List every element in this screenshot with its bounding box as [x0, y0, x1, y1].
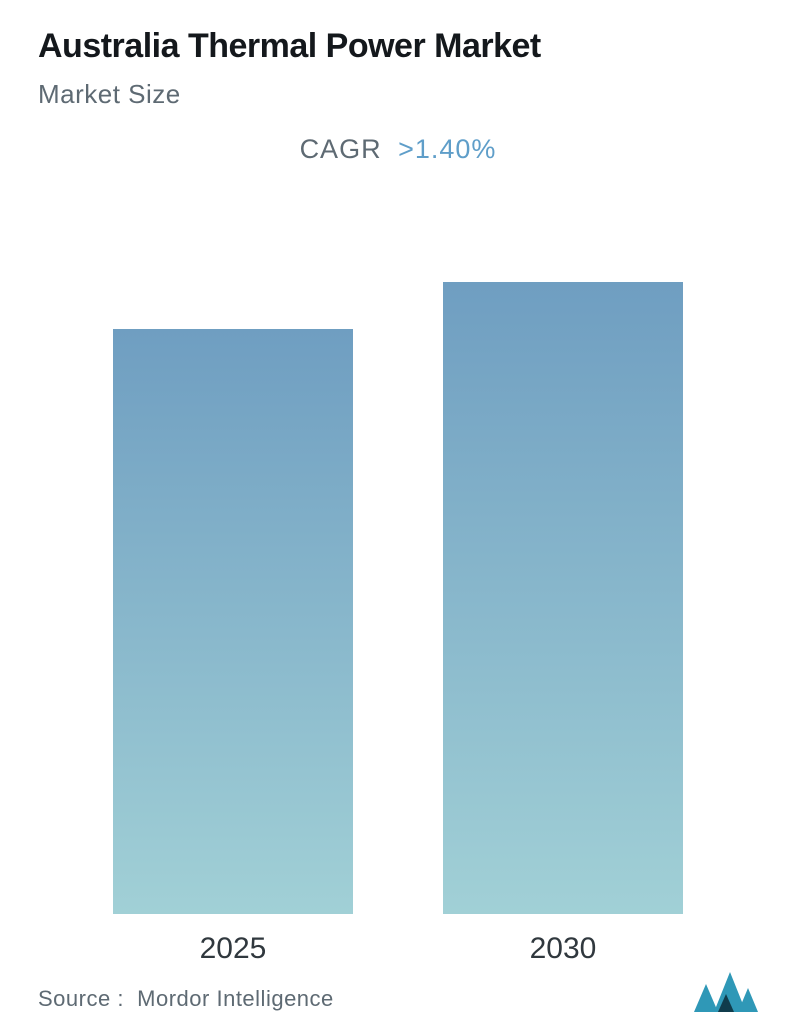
cagr-row: CAGR >1.40%	[38, 134, 758, 165]
chart-title: Australia Thermal Power Market	[38, 26, 758, 67]
footer: Source : Mordor Intelligence	[38, 972, 758, 1012]
bar-label: 2030	[530, 932, 597, 966]
cagr-label: CAGR	[300, 134, 382, 164]
bar-group: 2030	[443, 282, 683, 966]
bar-label: 2025	[200, 932, 267, 966]
bars-container: 2025 2030	[38, 306, 758, 966]
chart-subtitle: Market Size	[38, 79, 758, 110]
infographic-container: Australia Thermal Power Market Market Si…	[0, 0, 796, 1034]
bar	[113, 329, 353, 914]
bar	[443, 282, 683, 914]
bar-group: 2025	[113, 329, 353, 966]
source-text: Source : Mordor Intelligence	[38, 986, 334, 1012]
mi-logo-icon	[694, 972, 758, 1012]
cagr-value: >1.40%	[398, 134, 496, 164]
chart-area: 2025 2030	[38, 225, 758, 1014]
